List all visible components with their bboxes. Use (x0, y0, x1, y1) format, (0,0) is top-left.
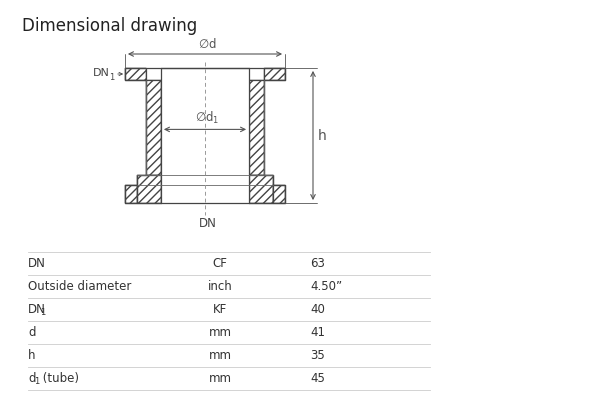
Bar (137, 175, 161, 203)
Text: 1: 1 (40, 308, 45, 317)
Text: Outside diameter: Outside diameter (28, 280, 131, 293)
Bar (125, 185, 137, 203)
Bar (146, 80, 161, 175)
Text: mm: mm (209, 349, 232, 362)
Text: DN: DN (28, 257, 46, 270)
Bar (125, 68, 146, 80)
Bar (146, 80, 161, 175)
Bar (249, 80, 264, 175)
Bar (273, 185, 285, 203)
Bar (264, 68, 285, 80)
Text: 63: 63 (310, 257, 325, 270)
Text: 35: 35 (310, 349, 325, 362)
Text: $\varnothing$d: $\varnothing$d (197, 37, 217, 51)
Text: mm: mm (209, 372, 232, 385)
Text: KF: KF (213, 303, 227, 316)
Text: 1: 1 (109, 73, 114, 81)
Bar (137, 175, 161, 203)
Text: 40: 40 (310, 303, 325, 316)
Text: mm: mm (209, 326, 232, 339)
Text: d: d (28, 326, 35, 339)
Bar (264, 68, 285, 80)
Text: DN: DN (28, 303, 46, 316)
Text: DN: DN (93, 68, 110, 78)
Bar (125, 185, 137, 203)
Text: 41: 41 (310, 326, 325, 339)
Bar (161, 68, 249, 203)
Text: 4.50”: 4.50” (310, 280, 342, 293)
Text: 1: 1 (34, 377, 39, 386)
Text: $\varnothing$d$_1$: $\varnothing$d$_1$ (195, 110, 219, 126)
Text: inch: inch (208, 280, 232, 293)
Bar (249, 175, 273, 203)
Text: CF: CF (212, 257, 227, 270)
Text: h: h (28, 349, 35, 362)
Bar (249, 80, 264, 175)
Text: (tube): (tube) (39, 372, 79, 385)
Text: h: h (318, 128, 327, 142)
Bar (273, 185, 285, 203)
Bar (249, 175, 273, 203)
Text: 45: 45 (310, 372, 325, 385)
Bar (125, 68, 146, 80)
Text: DN: DN (199, 217, 217, 230)
Text: d: d (28, 372, 35, 385)
Text: Dimensional drawing: Dimensional drawing (22, 17, 197, 35)
